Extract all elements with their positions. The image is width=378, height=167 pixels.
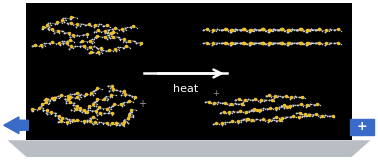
- Bar: [350, 119, 374, 135]
- FancyArrow shape: [4, 117, 28, 134]
- Polygon shape: [26, 3, 352, 140]
- Text: +: +: [138, 99, 146, 109]
- Text: heat: heat: [174, 84, 198, 94]
- Text: +: +: [212, 89, 219, 98]
- Text: +: +: [356, 120, 367, 133]
- Polygon shape: [8, 140, 370, 157]
